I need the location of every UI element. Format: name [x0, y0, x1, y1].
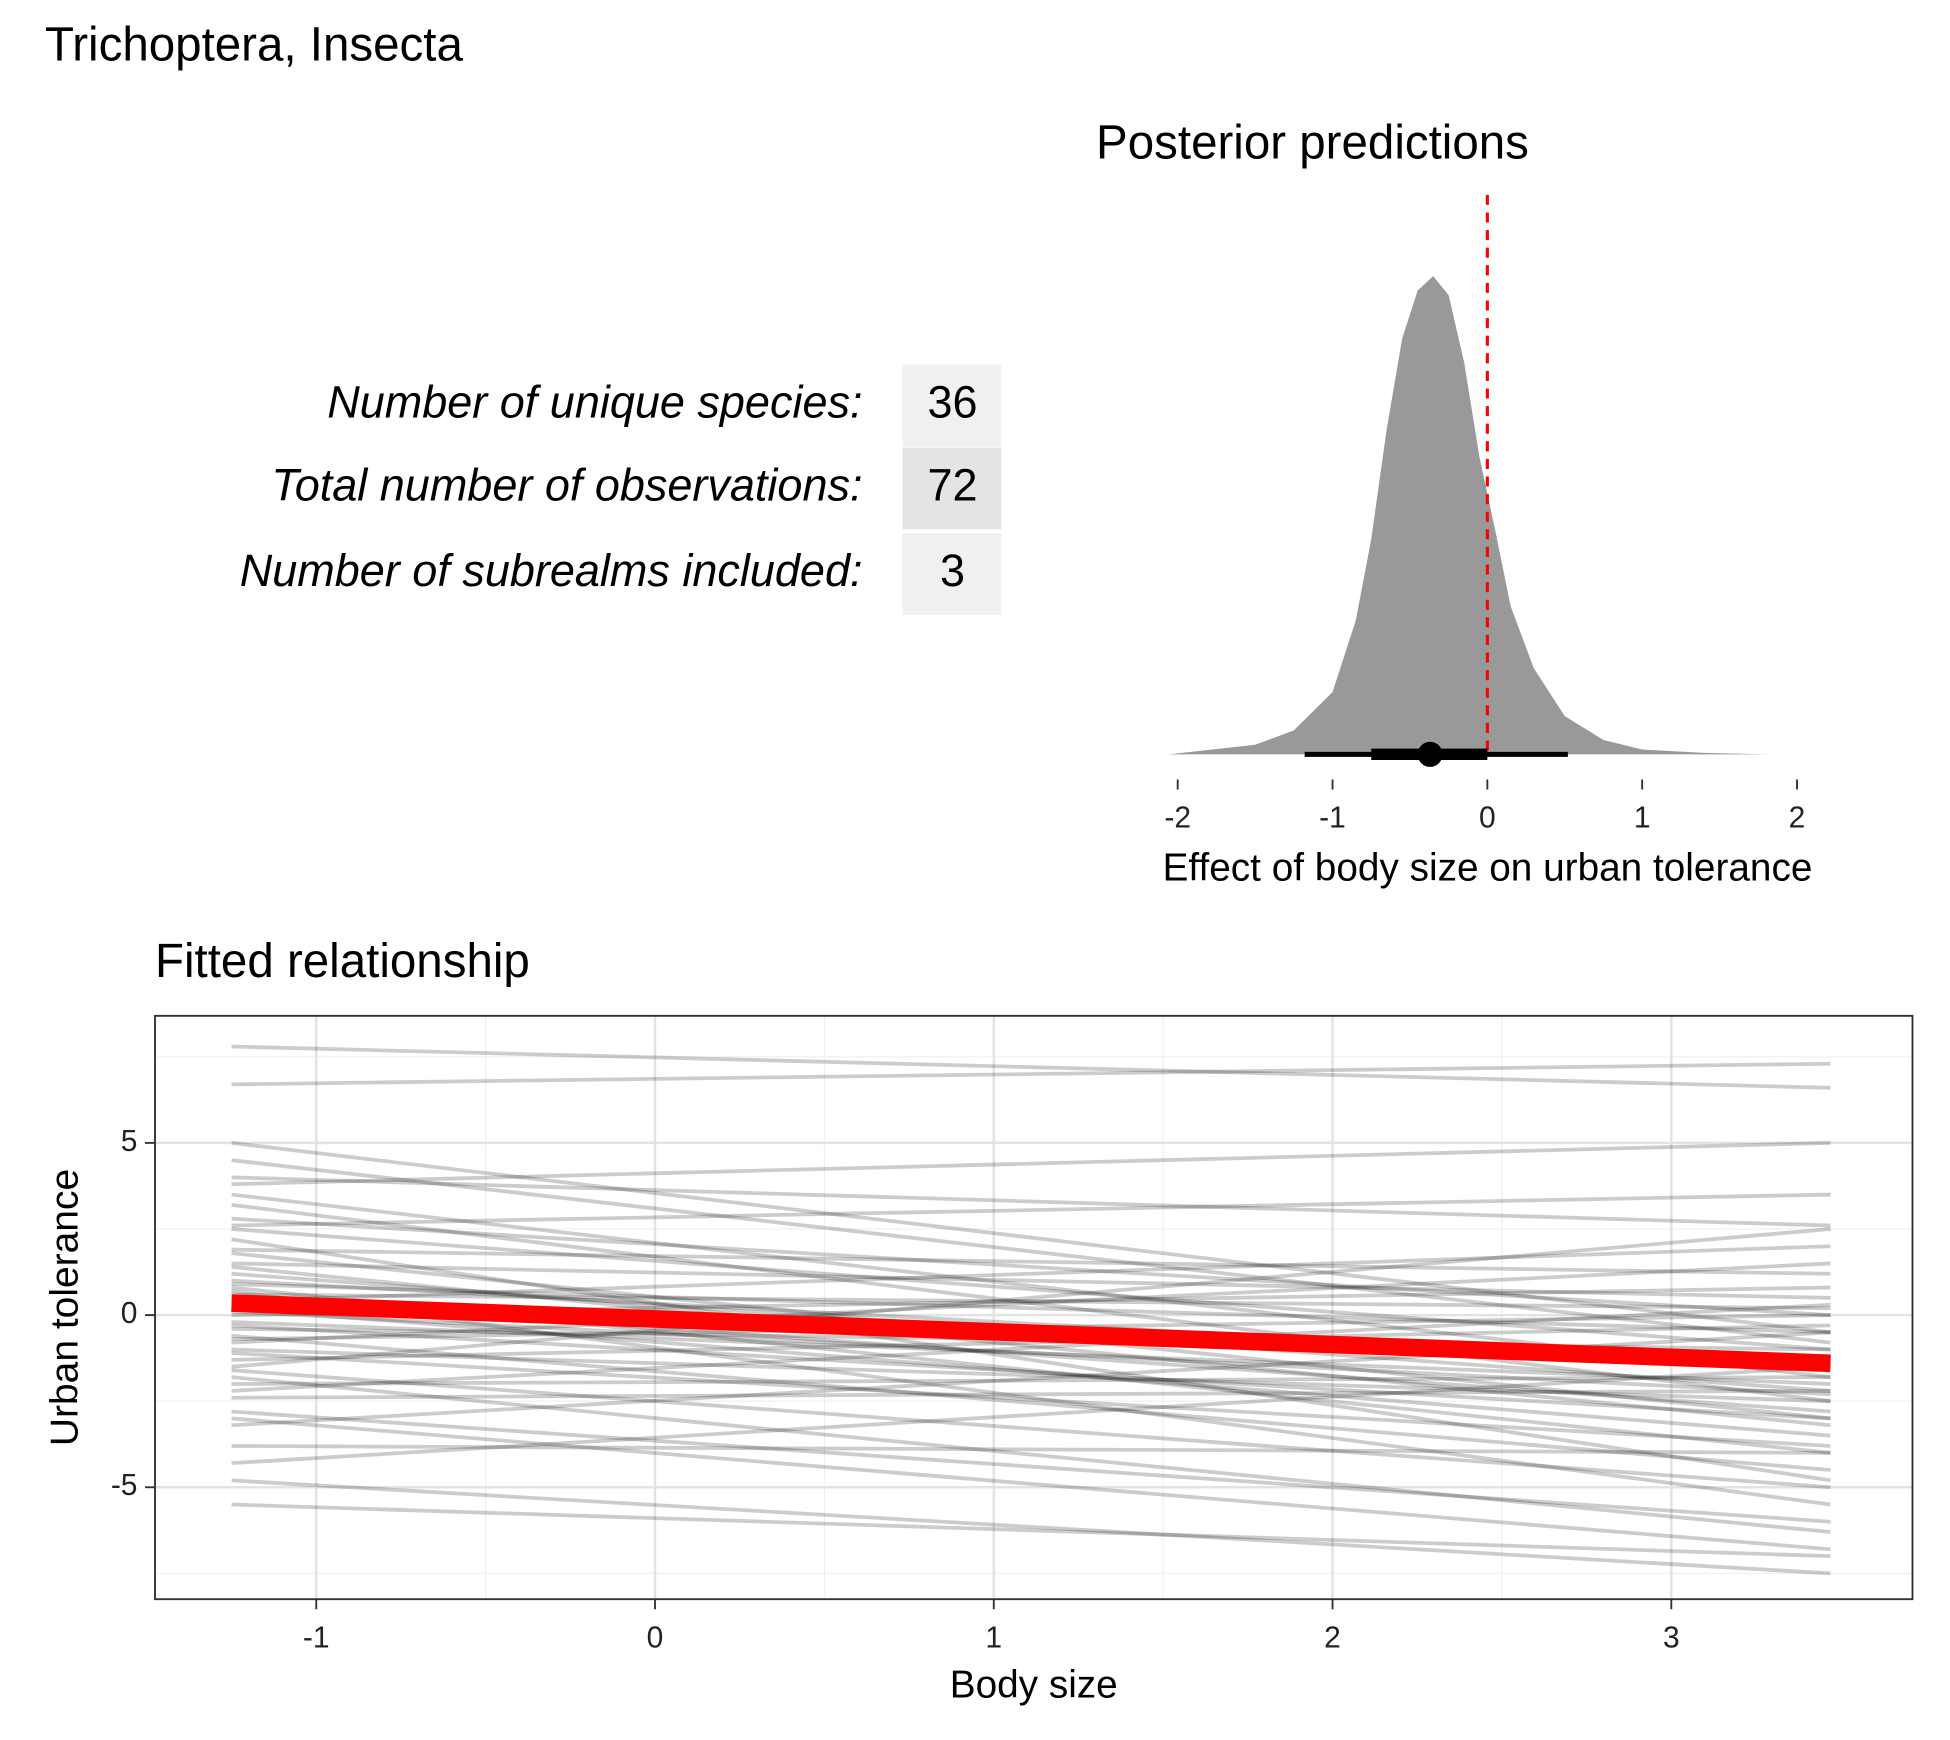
draw-line: [231, 1261, 1831, 1345]
draw-line: [231, 1158, 1831, 1345]
x-tick-label: -2: [1164, 802, 1191, 835]
x-tick-label: 1: [1634, 802, 1651, 835]
y-axis-title: Urban tolerance: [44, 1169, 87, 1446]
draw-line: [231, 1478, 1831, 1576]
draw-line: [231, 1203, 1831, 1404]
stat-label: Number of unique species:: [327, 376, 862, 427]
draw-line: [231, 1261, 1831, 1300]
draw-line: [231, 1409, 1831, 1524]
draw-line: [231, 1388, 1831, 1400]
panel-title: Fitted relationship: [155, 935, 530, 988]
draw-line: [231, 1292, 1831, 1311]
stat-cell: [902, 364, 1002, 447]
draw-line: [231, 1375, 1831, 1386]
draw-line: [231, 1368, 1831, 1490]
y-tick-label: -5: [111, 1469, 138, 1502]
x-tick-label: 2: [1324, 1621, 1341, 1654]
panel-border: [154, 1014, 1914, 1601]
draw-line: [231, 1227, 1831, 1369]
draw-line: [231, 1333, 1831, 1472]
draw-line: [231, 1237, 1831, 1483]
y-tick-label: 0: [121, 1297, 138, 1330]
stat-value: 3: [940, 545, 965, 596]
draw-line: [231, 1175, 1831, 1228]
stat-value: 72: [927, 459, 977, 510]
draw-line: [231, 1347, 1831, 1404]
draw-line: [231, 1247, 1831, 1276]
stat-label: Number of subrealms included:: [240, 545, 863, 596]
draw-line: [231, 1444, 1831, 1455]
draw-line: [231, 1364, 1831, 1466]
x-tick-label: -1: [1319, 802, 1346, 835]
x-tick-label: 1: [985, 1621, 1002, 1654]
draw-line: [231, 1227, 1831, 1352]
draw-line: [231, 1502, 1831, 1559]
draw-line: [231, 1216, 1831, 1317]
draw-line: [231, 1306, 1831, 1438]
x-tick-label: 0: [647, 1621, 664, 1654]
x-tick-label: -1: [303, 1621, 330, 1654]
density-area: [1168, 276, 1770, 755]
x-tick-label: 3: [1663, 1621, 1680, 1654]
draw-line: [231, 1244, 1831, 1304]
draw-line: [231, 1351, 1831, 1448]
x-axis-title: Body size: [950, 1663, 1118, 1706]
x-tick-label: 0: [1479, 802, 1496, 835]
draw-line: [231, 1323, 1831, 1362]
panel-title: Posterior predictions: [1096, 116, 1529, 169]
draw-line: [231, 1375, 1831, 1534]
stat-cell: [902, 533, 1002, 615]
x-axis-title: Effect of body size on urban tolerance: [1163, 846, 1813, 889]
x-tick-label: 2: [1789, 802, 1806, 835]
draw-line: [231, 1061, 1831, 1087]
draw-line: [231, 1141, 1831, 1187]
y-tick-label: 5: [121, 1125, 138, 1158]
draw-line: [231, 1289, 1831, 1507]
stat-value: 36: [927, 376, 977, 427]
fit-line: [231, 1294, 1831, 1373]
figure-title: Trichoptera, Insecta: [45, 18, 463, 71]
draw-line: [231, 1309, 1831, 1397]
draw-line: [231, 1323, 1831, 1421]
stat-label: Total number of observations:: [271, 459, 862, 510]
draw-line: [231, 1282, 1831, 1335]
draw-line: [231, 1416, 1831, 1552]
draw-line: [231, 1044, 1831, 1090]
draw-line: [231, 1192, 1831, 1228]
median-point: [1417, 741, 1443, 767]
draw-line: [231, 1265, 1831, 1428]
draw-line: [231, 1141, 1831, 1335]
draw-line: [231, 1302, 1831, 1393]
draw-line: [231, 1320, 1831, 1386]
stat-cell: [902, 447, 1002, 530]
